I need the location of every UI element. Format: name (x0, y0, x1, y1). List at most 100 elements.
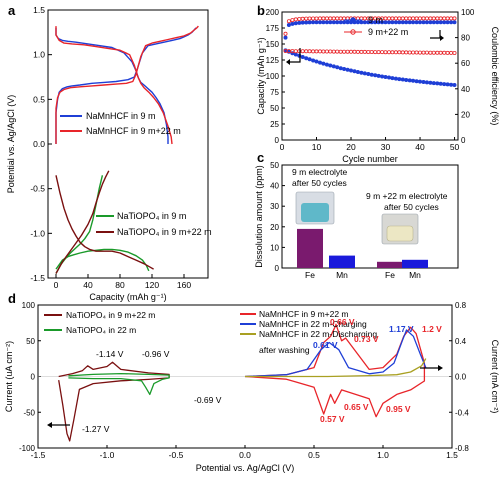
panel-b-point-0 (307, 57, 312, 62)
panel-b-point-0 (404, 78, 409, 83)
panel-a-legend-label: NaTiOPO₄ in 9 m (117, 211, 186, 221)
panel-b-point-0 (452, 83, 457, 88)
panel-b-point-3 (421, 16, 426, 21)
panel-c-ytick-label: 10 (270, 243, 279, 252)
panel-a-ytick-label: -1.0 (30, 228, 45, 238)
panel-b-point-2 (335, 20, 340, 25)
panel-c-group1-title-line2: after 50 cycles (292, 178, 347, 188)
panel-a-ytick-label: -0.5 (30, 184, 45, 194)
panel-b-point-0 (352, 69, 357, 74)
panel-b-point-2 (293, 21, 298, 26)
panel-b-point-2 (449, 20, 454, 25)
panel-b-legend-marker (350, 29, 356, 35)
panel-b-point-3 (307, 16, 312, 21)
panel-b-ylabel-right: Coulombic efficiency (%) (490, 27, 500, 126)
panel-a-ytick-label: 1.0 (33, 50, 45, 60)
panel-b-point-1 (373, 50, 378, 55)
panel-b-point-3 (400, 16, 405, 21)
panel-b-point-0 (421, 80, 426, 85)
panel-d-ytick-right-label: 0.0 (455, 373, 467, 382)
panel-d-legend-label: NaMnHCF in 22 m-Charging (259, 319, 367, 329)
panel-b-ytick-right-label: 80 (461, 34, 470, 43)
panel-b-point-1 (311, 49, 316, 54)
panel-c-bar-2 (377, 261, 403, 268)
panel-d-annotation: 0.95 V (386, 404, 411, 414)
panel-label-d: d (8, 291, 16, 306)
panel-b-point-3 (331, 16, 336, 21)
panel-b-point-1 (314, 49, 319, 54)
panel-b-point-2 (321, 20, 326, 25)
panel-b-point-2 (438, 20, 443, 25)
panel-b-point-3 (397, 16, 402, 21)
panel-b-point-2 (314, 20, 319, 25)
panel-c-ytick-label: 30 (270, 202, 279, 211)
panel-a-ytick-label: -1.5 (30, 273, 45, 283)
panel-c-bar-0 (297, 228, 323, 268)
panel-d-ytick-right-label: -0.4 (455, 408, 469, 417)
panel-b-point-0 (359, 70, 364, 75)
panel-b-point-1 (324, 49, 329, 54)
panel-b-xlabel: Cycle number (342, 154, 398, 164)
panel-d-annotation: -1.14 V (96, 349, 124, 359)
panel-b-ytick-label: 25 (270, 120, 279, 129)
panel-b-point-3 (386, 16, 391, 21)
panel-b-point-1 (342, 49, 347, 54)
panel-b-point-3 (314, 16, 319, 21)
panel-b-point-2 (442, 20, 447, 25)
panel-b-point-0 (331, 64, 336, 69)
panel-d-legend-label: NaMnHCF in 9 m+22 m (259, 309, 349, 319)
panel-d-xtick-label: -0.5 (169, 450, 184, 460)
panel-d-legend-label-cont: after washing (259, 345, 310, 355)
panel-b-point-1 (352, 49, 357, 54)
panel-c-ylabel: Dissolution amount (ppm) (254, 165, 264, 268)
panel-b-point-3 (335, 16, 340, 21)
panel-b-point-0 (324, 62, 329, 67)
panel-b-point-0 (424, 80, 429, 85)
panel-b-point-2 (383, 20, 388, 25)
panel-b-point-3 (324, 16, 329, 21)
panel-b-point-1 (331, 49, 336, 54)
panel-d-series-4 (245, 358, 427, 378)
panel-c-category-label: Mn (409, 270, 421, 280)
panel-b-point-2 (431, 20, 436, 25)
panel-a-ytick-label: 0.0 (33, 139, 45, 149)
panel-d-ylabel-right: Current (mA cm⁻²) (490, 340, 500, 414)
panel-b-point-0 (393, 76, 398, 81)
panel-b-point-1 (355, 49, 360, 54)
panel-b-point-1 (335, 49, 340, 54)
panel-b-point-3 (304, 16, 309, 21)
panel-b-point-0 (397, 77, 402, 82)
panel-b-point-3 (283, 31, 288, 36)
panel-c-group1-title-line1: 9 m electrolyte (292, 167, 348, 177)
panel-b-point-2 (338, 20, 343, 25)
panel-a-legend-label: NaMnHCF in 9 m+22 m (86, 126, 181, 136)
panel-d-annotation: 0.73 V (354, 334, 379, 344)
panel-a-series-5 (55, 175, 104, 274)
panel-b-point-1 (328, 49, 333, 54)
panel-b-point-3 (286, 19, 291, 24)
panel-b-ylabel: Capacity (mAh g⁻¹) (256, 37, 266, 114)
panel-b-point-0 (428, 80, 433, 85)
panel-c-category-label: Fe (305, 270, 315, 280)
panel-d-annotation: -0.69 V (194, 395, 222, 405)
panel-b-point-0 (355, 70, 360, 75)
panel-b-point-0 (400, 77, 405, 82)
panel-c-frame (281, 164, 459, 269)
panel-b-point-1 (376, 50, 381, 55)
panel-b-point-0 (438, 81, 443, 86)
panel-b-point-2 (390, 20, 395, 25)
panel-b-point-2 (407, 20, 412, 25)
panel-d-xtick-label: 0.5 (308, 450, 320, 460)
panel-b-point-2 (424, 20, 429, 25)
panel-b-point-1 (380, 50, 385, 55)
panel-b-legend-label: 9 m (368, 15, 383, 25)
panel-b-point-0 (348, 68, 353, 73)
panel-d-annotation: 0.66 V (330, 317, 355, 327)
panel-b-point-1 (438, 50, 443, 55)
panel-b-point-3 (383, 16, 388, 21)
panel-b-point-2 (283, 35, 288, 40)
panel-b-ytick-right-label: 0 (461, 136, 466, 145)
panel-b-point-3 (452, 16, 457, 21)
panel-b-point-1 (428, 50, 433, 55)
